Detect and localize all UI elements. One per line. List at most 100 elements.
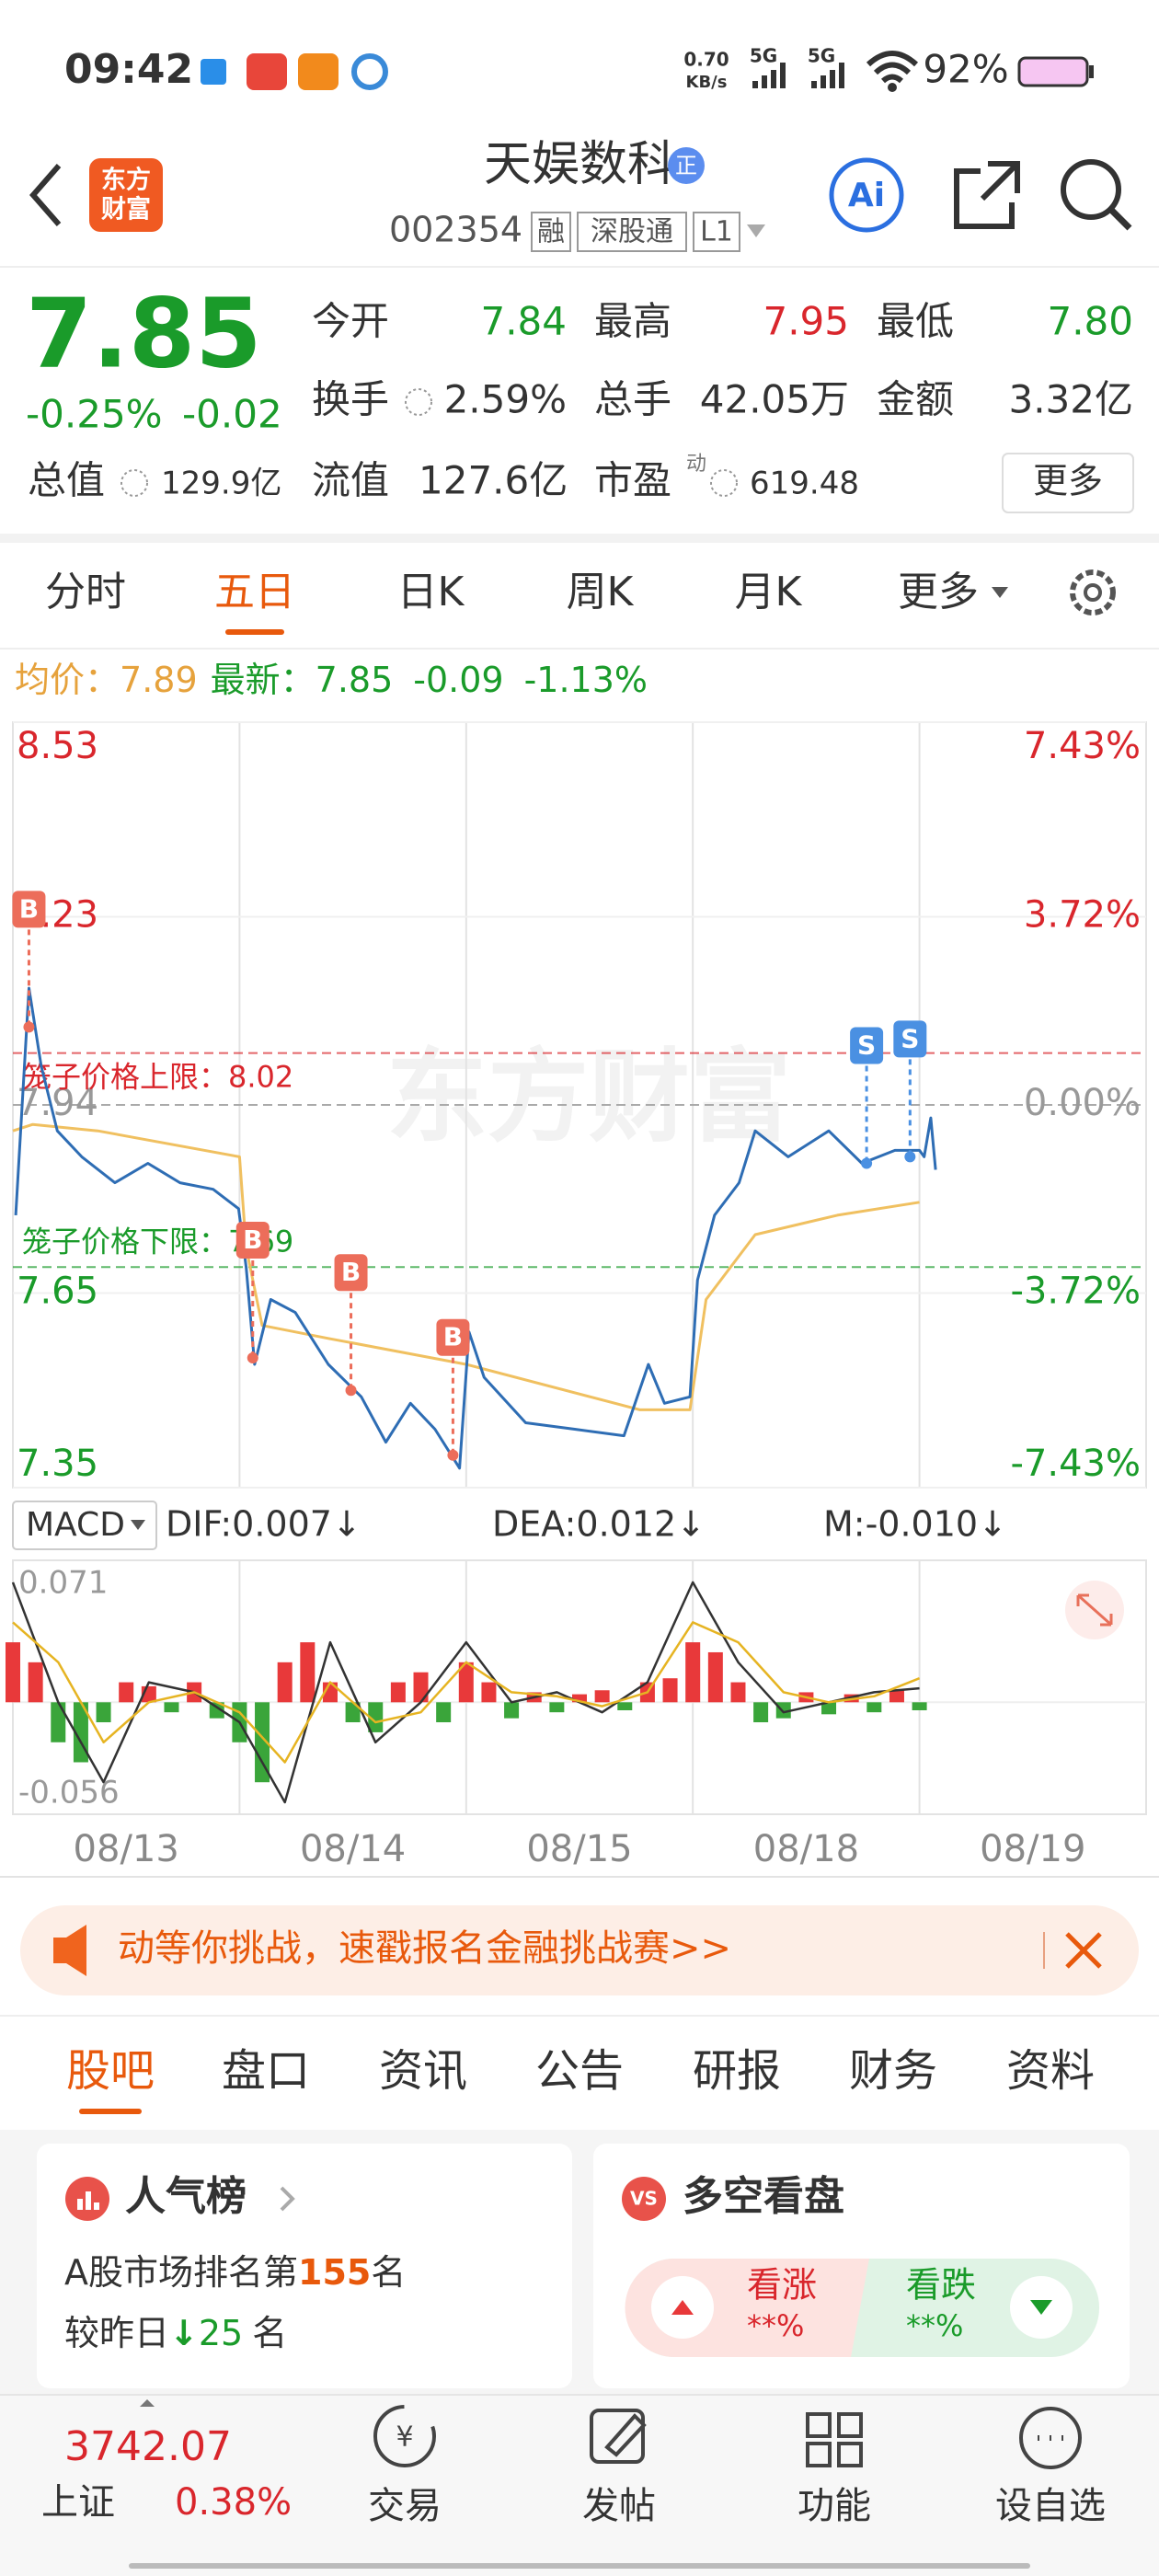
field-value: 2.59% xyxy=(444,377,567,422)
tab[interactable]: 分时 xyxy=(45,569,126,615)
y-tick-label: -0.056 xyxy=(18,1775,120,1811)
wifi-icon xyxy=(888,83,897,92)
tag-text: 深股通 xyxy=(591,216,673,248)
app-icon xyxy=(247,53,287,90)
clock: 09:42 xyxy=(64,46,193,93)
settings-button[interactable] xyxy=(1070,569,1116,615)
battery-icon xyxy=(1017,56,1089,87)
info-icon[interactable] xyxy=(120,469,148,497)
info-icon[interactable] xyxy=(710,469,738,497)
macd-bar xyxy=(6,1642,20,1703)
rank-suffix: 名 xyxy=(371,2252,406,2293)
tab[interactable]: 公告 xyxy=(535,2045,624,2097)
change-suffix: 名 xyxy=(252,2313,287,2353)
tab[interactable]: 周K xyxy=(567,569,635,615)
indicator-selector[interactable] xyxy=(12,1501,157,1550)
back-button[interactable] xyxy=(29,164,62,226)
index-value[interactable]: 3742.07 xyxy=(64,2423,232,2470)
quote-panel: 7.85 -0.25% -0.02 今开 7.84 最高 7.95 最低 7.8… xyxy=(0,277,1159,543)
limit-label-text: 笼子价格上限： xyxy=(22,1060,228,1095)
tab[interactable]: 月K xyxy=(735,569,803,615)
tab[interactable]: 资讯 xyxy=(379,2045,467,2097)
tab[interactable]: 财务 xyxy=(849,2045,937,2097)
index-change: 0.38% xyxy=(175,2481,292,2524)
indicator-name: MACD xyxy=(26,1506,125,1544)
x-tick-label: 08/13 xyxy=(74,1828,179,1870)
macd-bar xyxy=(594,1690,610,1703)
nav-item[interactable]: 交易 xyxy=(368,2485,442,2527)
trade-badge-text: B xyxy=(19,893,39,924)
expand-icon[interactable] xyxy=(140,2399,155,2407)
info-icon[interactable] xyxy=(405,388,432,416)
megaphone-icon xyxy=(53,1925,86,1976)
field-label: 最高 xyxy=(594,299,671,344)
sentiment-icon-text: VS xyxy=(630,2188,658,2210)
popularity-card[interactable] xyxy=(37,2144,572,2388)
watermark: 东方财富 xyxy=(386,1038,791,1156)
bottom-bar xyxy=(0,2394,1159,2576)
more-button[interactable] xyxy=(1002,453,1134,513)
chart-frame xyxy=(12,1559,1147,1815)
tab-active[interactable]: 五日 xyxy=(214,569,295,615)
indicator-value: DIF:0.007↓ xyxy=(166,1504,361,1545)
field-label: 今开 xyxy=(312,299,389,344)
macd-bar xyxy=(51,1702,66,1742)
tab[interactable]: 日K xyxy=(397,569,465,615)
banner-text: 动等你挑战，速戳报名金融挑战赛>> xyxy=(118,1927,731,1970)
app-icon xyxy=(298,53,339,90)
charts: 东方财富 08/13 08/14 08/15 08/18 08/19 8.53 7.43% 8.… xyxy=(0,721,1159,1878)
field-label: 最低 xyxy=(877,299,954,344)
tab[interactable]: 盘口 xyxy=(222,2045,310,2097)
bull-label: 看涨 xyxy=(747,2265,817,2306)
x-tick-label: 08/18 xyxy=(753,1828,859,1870)
bear-icon xyxy=(1030,2300,1052,2315)
post-icon xyxy=(590,2409,645,2464)
net-speed-unit: KB/s xyxy=(686,73,728,92)
nav-item[interactable]: 设自选 xyxy=(995,2485,1106,2527)
tag-text: L1 xyxy=(700,216,733,248)
macd-bar xyxy=(685,1642,701,1703)
field-value: 7.95 xyxy=(763,299,849,344)
macd-bar xyxy=(458,1662,474,1703)
macd-bar xyxy=(730,1682,746,1703)
trade-icon xyxy=(373,2405,436,2467)
rank-change: 较昨日↓25 名 xyxy=(64,2313,287,2353)
ai-button[interactable] xyxy=(829,157,904,233)
close-button[interactable] xyxy=(1065,1932,1102,1969)
macd-bar xyxy=(436,1702,452,1723)
macd-bar xyxy=(912,1702,927,1710)
dropdown-icon[interactable] xyxy=(747,224,765,237)
wifi-icon xyxy=(866,51,919,84)
last-price: 7.85 xyxy=(26,277,262,389)
y2-tick-label: 3.72% xyxy=(1024,894,1141,937)
field-label: 流值 xyxy=(312,458,389,503)
tab-indicator xyxy=(79,2109,142,2114)
divider xyxy=(0,648,1159,650)
search-button[interactable] xyxy=(1061,159,1121,220)
nav-item[interactable]: 发帖 xyxy=(582,2485,656,2527)
macd-bar xyxy=(300,1642,316,1703)
banner[interactable] xyxy=(20,1905,1139,1995)
network: 5G xyxy=(808,45,835,67)
trade-badge-text: S xyxy=(857,1029,876,1060)
search-button[interactable] xyxy=(1108,207,1132,231)
nav-item[interactable]: 功能 xyxy=(798,2485,871,2527)
tab[interactable]: 研报 xyxy=(693,2045,781,2097)
tab[interactable]: 资料 xyxy=(1006,2045,1095,2097)
trade-badge xyxy=(850,1027,884,1064)
tab-indicator xyxy=(225,629,284,635)
field-value: 7.84 xyxy=(480,299,567,344)
app-icon xyxy=(351,53,388,90)
y2-tick-label: 0.00% xyxy=(1024,1082,1141,1124)
tab-active[interactable]: 股吧 xyxy=(66,2045,155,2097)
trade-point xyxy=(447,1449,459,1461)
trade-point xyxy=(904,1151,916,1163)
tab[interactable]: 更多 xyxy=(898,569,979,615)
share-button[interactable] xyxy=(954,161,1020,229)
macd-bar xyxy=(617,1702,633,1710)
field-label: 总手 xyxy=(594,377,671,422)
x-tick-label: 08/14 xyxy=(300,1828,406,1870)
sentiment-icon xyxy=(622,2177,666,2221)
